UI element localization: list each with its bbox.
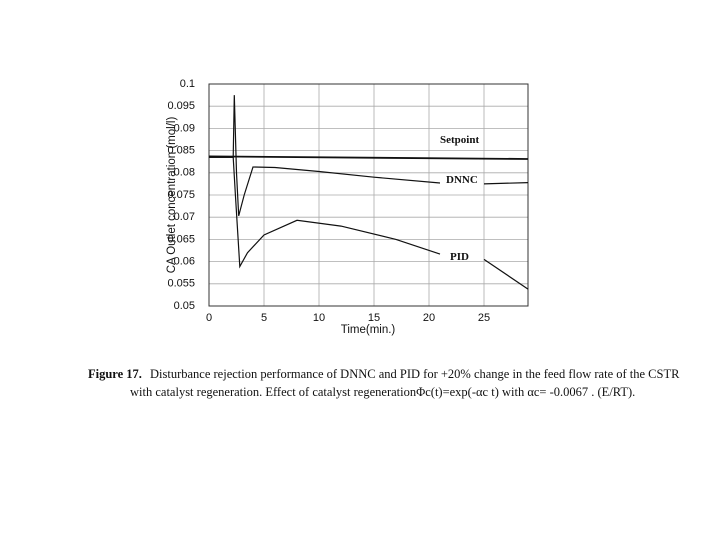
caption-line: with catalyst regeneration. Effect of ca… <box>130 385 635 399</box>
y-tick-label: 0.09 <box>174 122 195 134</box>
y-tick-label: 0.055 <box>167 278 195 290</box>
series-label: DNNC <box>446 174 478 186</box>
series-label: PID <box>450 251 469 263</box>
series-line <box>209 156 529 290</box>
x-axis-label: Time(min.) <box>341 324 396 336</box>
x-tick-label: 10 <box>313 312 325 324</box>
series-line <box>208 155 529 160</box>
y-axis-label: CA Outlet concentration (mol/l) <box>166 117 178 274</box>
caption-line: Disturbance rejection performance of DNN… <box>150 367 680 381</box>
y-tick-label: 0.07 <box>174 211 195 223</box>
y-tick-label: 0.08 <box>174 167 195 179</box>
x-tick-label: 20 <box>423 312 435 324</box>
series-label: Setpoint <box>440 134 479 146</box>
y-tick-label: 0.06 <box>174 256 195 268</box>
plot-frame <box>208 83 529 307</box>
y-tick-label: 0.1 <box>180 78 195 90</box>
y-tick-label: 0.05 <box>174 300 195 312</box>
y-tick-label: 0.065 <box>167 233 195 245</box>
x-tick-label: 0 <box>206 312 212 324</box>
x-tick-label: 15 <box>368 312 380 324</box>
x-tick-label: 5 <box>261 312 267 324</box>
y-tick-label: 0.075 <box>167 189 195 201</box>
caption-label: Figure 17. <box>88 367 142 381</box>
series-line <box>209 95 529 217</box>
x-tick-label: 25 <box>478 312 490 324</box>
y-tick-label: 0.085 <box>167 145 195 157</box>
y-tick-label: 0.095 <box>167 100 195 112</box>
